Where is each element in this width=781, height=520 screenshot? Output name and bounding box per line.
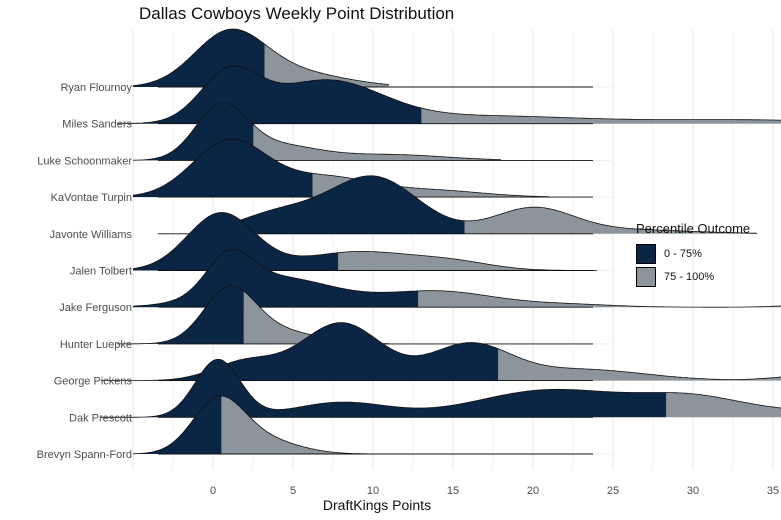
ridge-area-low (133, 396, 221, 454)
ridges (101, 28, 781, 455)
y-tick-label: Jake Ferguson (59, 302, 132, 314)
legend-label-low: 0 - 75% (664, 247, 702, 260)
x-tick-label: 20 (527, 485, 539, 497)
y-tick-label: George Pickens (54, 376, 133, 388)
ridge-outline (132, 212, 597, 271)
y-axis-labels: Ryan Flournoy Miles Sanders Luke Schoonmak… (37, 82, 133, 461)
ridge-area-high (243, 290, 389, 344)
ridge-area-low (101, 322, 498, 381)
ridge-javonte-williams (158, 175, 758, 235)
ridge-outline (101, 358, 781, 418)
ridge-area-low (117, 285, 244, 344)
y-tick-label: Javonte Williams (49, 229, 132, 241)
ridge-area-high (221, 396, 373, 454)
ridge-area-low (133, 212, 338, 271)
ridge-area-low (117, 65, 421, 124)
ridge-outline (132, 395, 373, 455)
y-tick-label: Dak Prescott (69, 412, 132, 424)
chart-title: Dallas Cowboys Weekly Point Distribution (139, 4, 455, 23)
x-tick-label: 0 (210, 485, 216, 497)
ridge-area-low (197, 175, 465, 234)
y-tick-label: Miles Sanders (62, 119, 132, 131)
ridge-area-low (133, 139, 313, 198)
ridge-area-high (417, 290, 781, 308)
x-tick-label: 30 (687, 485, 699, 497)
x-tick-label: 25 (607, 485, 619, 497)
legend-label-high: 75 - 100% (664, 270, 715, 283)
y-tick-label: Luke Schoonmaker (37, 155, 132, 167)
ridge-brevyn-spann-ford (132, 395, 593, 455)
y-tick-label: Ryan Flournoy (60, 82, 132, 94)
y-tick-label: Brevyn Spann-Ford (37, 449, 132, 461)
ridge-area-high (665, 392, 781, 418)
x-tick-label: 5 (290, 485, 296, 497)
x-axis-title: DraftKings Points (323, 497, 431, 513)
x-tick-label: 35 (767, 485, 779, 497)
ridge-area-low (101, 359, 666, 418)
x-tick-label: 10 (367, 485, 379, 497)
ridge-outline (132, 138, 549, 198)
y-tick-label: KaVontae Turpin (51, 192, 132, 204)
y-tick-label: Hunter Luepke (60, 339, 132, 351)
ridge-area-high (497, 348, 781, 381)
y-tick-label: Jalen Tolbert (70, 266, 132, 278)
legend-item-low: 0 - 75% (636, 242, 750, 265)
legend-key-high (636, 266, 656, 287)
ridge-area-low (133, 249, 418, 308)
x-tick-label: 15 (447, 485, 459, 497)
ridge-outline (133, 102, 501, 161)
x-axis-labels: 0510152025303540 (210, 485, 779, 497)
ridge-outline (101, 322, 781, 381)
ridge-ryan-flournoy (132, 28, 593, 88)
ridge-outline (117, 65, 781, 124)
legend-item-high: 75 - 100% (636, 265, 750, 288)
ridge-area-high (264, 43, 389, 87)
ridge-outline (132, 28, 390, 87)
legend: Percentile Outcome 0 - 75% 75 - 100% (636, 221, 750, 288)
legend-key-low (636, 243, 656, 264)
ridge-area-high (253, 124, 501, 161)
legend-title: Percentile Outcome (636, 221, 751, 236)
ridge-outline (196, 175, 758, 234)
ridge-outline (132, 248, 781, 308)
ridge-area-high (464, 207, 757, 234)
ridge-area-high (421, 107, 781, 124)
